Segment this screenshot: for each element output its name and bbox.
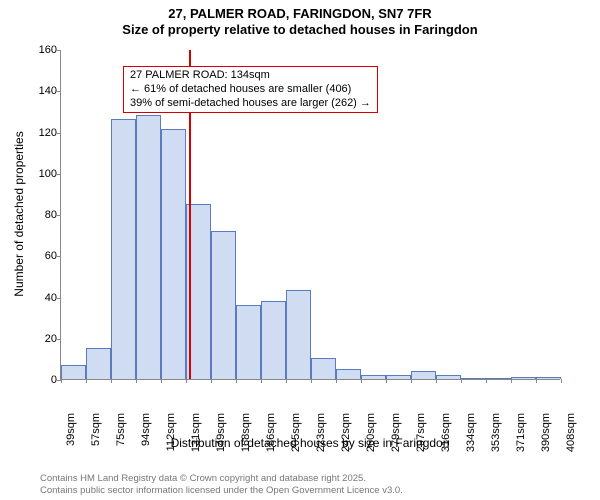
x-tick-mark — [161, 379, 162, 383]
x-tick-mark — [436, 379, 437, 383]
histogram-bar — [536, 377, 561, 379]
y-tick-mark — [57, 50, 61, 51]
histogram-bar — [136, 115, 161, 379]
footer-line-2: Contains public sector information licen… — [40, 485, 403, 496]
histogram-bar — [236, 305, 261, 379]
y-tick-label: 120 — [23, 127, 57, 139]
y-tick-mark — [57, 339, 61, 340]
histogram-bar — [336, 369, 361, 379]
histogram-bar — [286, 290, 311, 379]
histogram-bar — [511, 377, 536, 379]
histogram-bar — [311, 358, 336, 379]
x-tick-mark — [361, 379, 362, 383]
x-axis-label: Distribution of detached houses by size … — [60, 436, 560, 450]
x-tick-mark — [211, 379, 212, 383]
title-line-1: 27, PALMER ROAD, FARINGDON, SN7 7FR — [0, 6, 600, 22]
y-tick-label: 160 — [23, 44, 57, 56]
histogram-bar — [61, 365, 86, 379]
x-tick-mark — [286, 379, 287, 383]
histogram-bar — [361, 375, 386, 379]
histogram-bar — [161, 129, 186, 379]
annotation-line: 39% of semi-detached houses are larger (… — [130, 97, 371, 111]
chart-title-block: 27, PALMER ROAD, FARINGDON, SN7 7FR Size… — [0, 0, 600, 39]
y-tick-mark — [57, 174, 61, 175]
y-tick-label: 100 — [23, 168, 57, 180]
x-tick-mark — [386, 379, 387, 383]
x-tick-mark — [336, 379, 337, 383]
footer-line-1: Contains HM Land Registry data © Crown c… — [40, 473, 403, 484]
x-tick-mark — [311, 379, 312, 383]
chart-container: Number of detached properties 0204060801… — [0, 44, 600, 454]
y-tick-label: 80 — [23, 209, 57, 221]
y-tick-label: 0 — [23, 374, 57, 386]
y-tick-label: 40 — [23, 292, 57, 304]
histogram-bar — [411, 371, 436, 379]
y-tick-label: 140 — [23, 85, 57, 97]
x-tick-mark — [511, 379, 512, 383]
x-tick-mark — [261, 379, 262, 383]
y-tick-mark — [57, 91, 61, 92]
annotation-line: ← 61% of detached houses are smaller (40… — [130, 83, 371, 97]
x-tick-mark — [136, 379, 137, 383]
histogram-bar — [211, 231, 236, 380]
y-tick-mark — [57, 256, 61, 257]
x-tick-mark — [561, 379, 562, 383]
y-tick-label: 20 — [23, 333, 57, 345]
x-tick-mark — [86, 379, 87, 383]
histogram-bar — [111, 119, 136, 379]
histogram-bar — [86, 348, 111, 379]
annotation-line: 27 PALMER ROAD: 134sqm — [130, 69, 371, 83]
histogram-bar — [261, 301, 286, 379]
annotation-box: 27 PALMER ROAD: 134sqm← 61% of detached … — [123, 66, 378, 113]
histogram-bar — [461, 378, 486, 379]
histogram-bar — [386, 375, 411, 379]
attribution-footer: Contains HM Land Registry data © Crown c… — [40, 473, 403, 496]
x-tick-mark — [486, 379, 487, 383]
title-line-2: Size of property relative to detached ho… — [0, 22, 600, 38]
y-tick-mark — [57, 215, 61, 216]
x-tick-mark — [461, 379, 462, 383]
x-tick-mark — [411, 379, 412, 383]
x-tick-mark — [61, 379, 62, 383]
x-tick-label: 408sqm — [565, 413, 577, 453]
x-tick-mark — [536, 379, 537, 383]
histogram-bar — [436, 375, 461, 379]
x-tick-mark — [186, 379, 187, 383]
plot-area: 02040608010012014016039sqm57sqm75sqm94sq… — [60, 50, 560, 380]
histogram-bar — [486, 378, 511, 379]
y-tick-mark — [57, 133, 61, 134]
x-tick-mark — [111, 379, 112, 383]
x-tick-mark — [236, 379, 237, 383]
y-tick-label: 60 — [23, 250, 57, 262]
y-tick-mark — [57, 298, 61, 299]
